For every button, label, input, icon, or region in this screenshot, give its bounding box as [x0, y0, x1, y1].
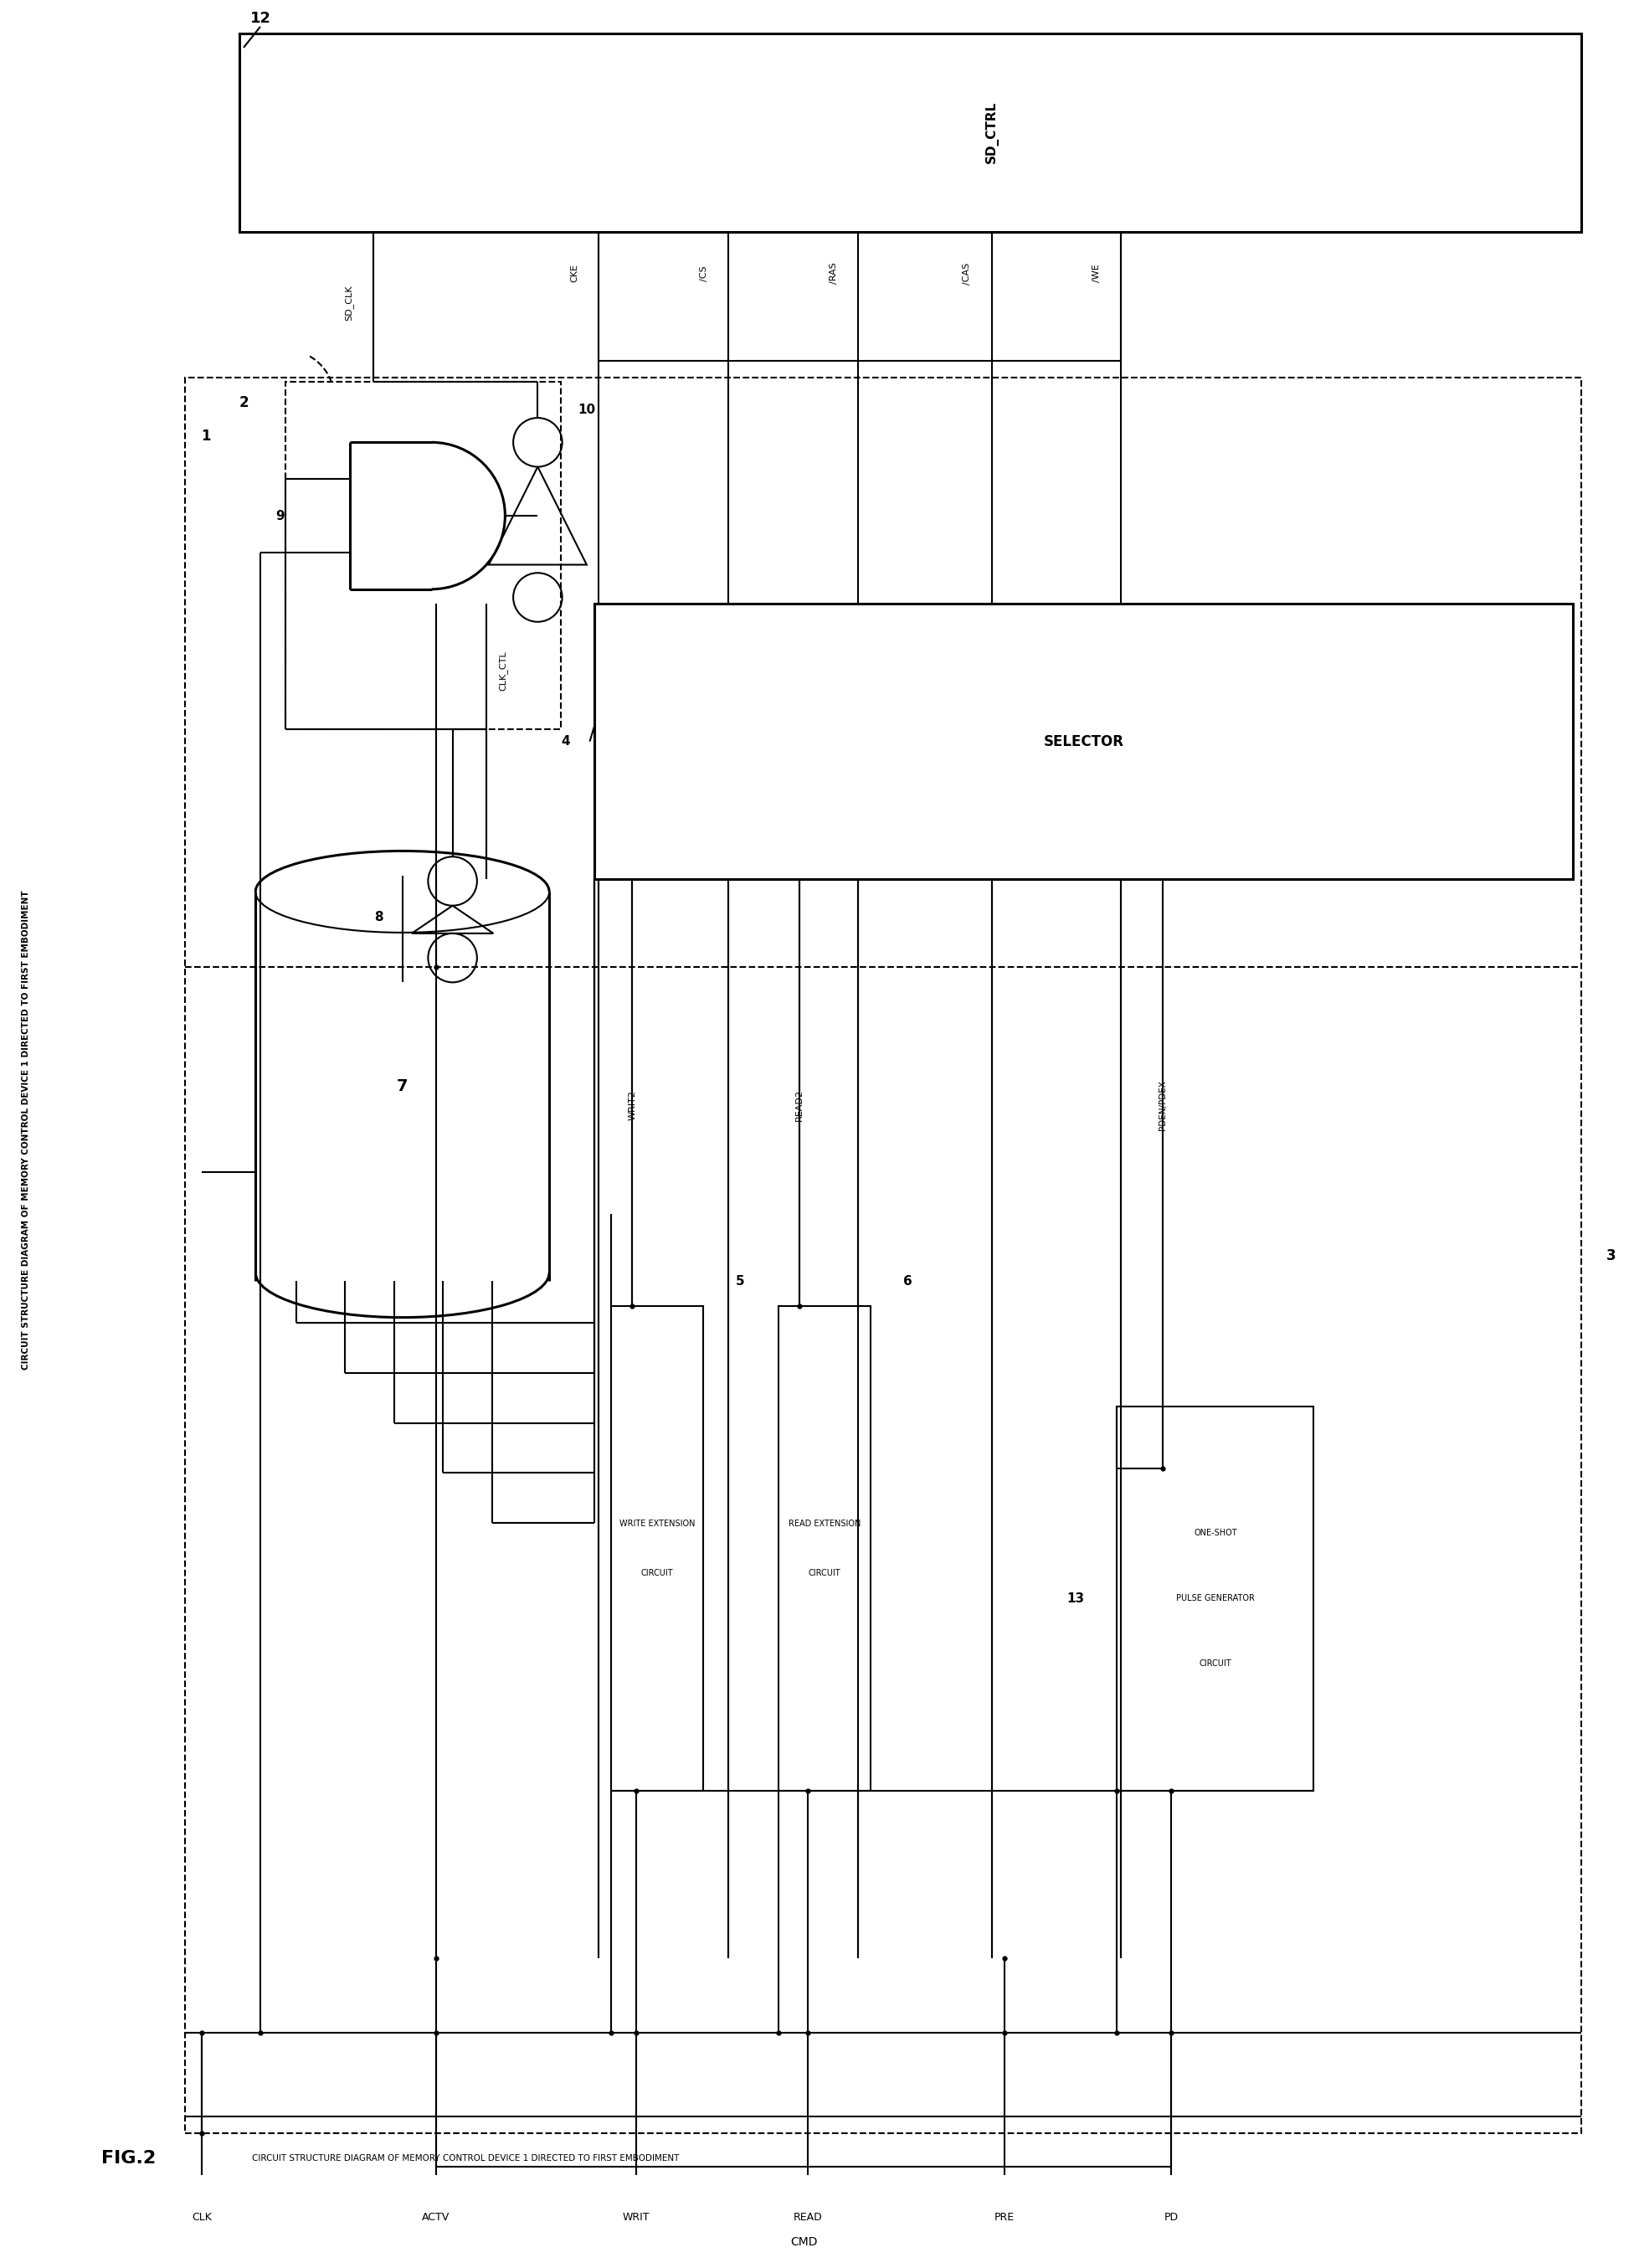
Text: 5: 5	[735, 1275, 745, 1288]
Text: /CS: /CS	[699, 265, 708, 281]
Text: CIRCUIT: CIRCUIT	[809, 1569, 840, 1576]
Text: FIG.2: FIG.2	[101, 2150, 157, 2166]
Text: PD: PD	[1165, 2211, 1178, 2223]
Text: WRIT2: WRIT2	[627, 1091, 637, 1120]
Text: PULSE GENERATOR: PULSE GENERATOR	[1176, 1594, 1255, 1603]
Text: READ2: READ2	[796, 1089, 804, 1120]
Bar	[611, 1306, 703, 1792]
Bar	[778, 1306, 871, 1792]
Text: 8: 8	[374, 912, 384, 923]
Text: CIRCUIT STRUCTURE DIAGRAM OF MEMORY CONTROL DEVICE 1 DIRECTED TO FIRST EMBODIMEN: CIRCUIT STRUCTURE DIAGRAM OF MEMORY CONT…	[21, 891, 31, 1370]
Text: /WE: /WE	[1093, 263, 1101, 284]
Text: READ EXTENSION: READ EXTENSION	[788, 1520, 861, 1529]
Text: 10: 10	[578, 404, 595, 415]
Text: 4: 4	[562, 735, 570, 748]
Bar	[286, 381, 560, 728]
Text: WRITE EXTENSION: WRITE EXTENSION	[619, 1520, 694, 1529]
Text: SELECTOR: SELECTOR	[1044, 735, 1124, 748]
Bar	[595, 603, 1572, 880]
Bar	[185, 379, 1582, 2134]
Text: CKE: CKE	[570, 263, 578, 284]
Text: 12: 12	[250, 11, 271, 25]
Text: 1: 1	[201, 429, 211, 445]
Text: 2: 2	[239, 395, 248, 411]
Text: 9: 9	[276, 510, 284, 522]
Text: 13: 13	[1067, 1592, 1085, 1606]
Text: WRIT: WRIT	[623, 2211, 650, 2223]
Text: 7: 7	[397, 1077, 408, 1093]
Text: /CAS: /CAS	[962, 263, 972, 284]
Bar	[240, 34, 1582, 231]
Text: ACTV: ACTV	[422, 2211, 449, 2223]
Bar	[1118, 1406, 1314, 1792]
Text: CLK: CLK	[191, 2211, 212, 2223]
Text: SD_CLK: SD_CLK	[345, 286, 353, 320]
Text: /RAS: /RAS	[830, 263, 838, 284]
Text: PRE: PRE	[993, 2211, 1015, 2223]
Text: CLK_CTL: CLK_CTL	[498, 651, 507, 689]
Text: 6: 6	[904, 1275, 912, 1288]
Text: SD_CTRL: SD_CTRL	[985, 102, 998, 163]
Text: CMD: CMD	[789, 2236, 817, 2248]
Text: PDEN/PDEX: PDEN/PDEX	[1159, 1080, 1167, 1129]
Text: CIRCUIT: CIRCUIT	[641, 1569, 673, 1576]
Text: CIRCUIT: CIRCUIT	[1199, 1660, 1232, 1667]
Text: ONE-SHOT: ONE-SHOT	[1194, 1529, 1237, 1538]
Text: 3: 3	[1606, 1247, 1616, 1263]
Text: READ: READ	[792, 2211, 822, 2223]
Text: CIRCUIT STRUCTURE DIAGRAM OF MEMORY CONTROL DEVICE 1 DIRECTED TO FIRST EMBODIMEN: CIRCUIT STRUCTURE DIAGRAM OF MEMORY CONT…	[252, 2155, 680, 2164]
